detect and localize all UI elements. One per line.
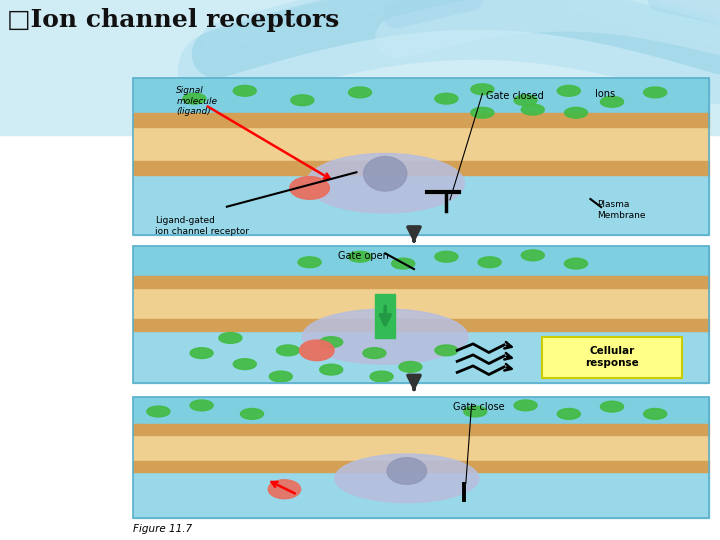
Ellipse shape	[289, 177, 330, 199]
Ellipse shape	[298, 257, 321, 268]
Ellipse shape	[219, 333, 242, 343]
Ellipse shape	[435, 251, 458, 262]
Ellipse shape	[363, 348, 386, 359]
Text: Gate open: Gate open	[338, 251, 389, 261]
Bar	[133, 127, 709, 161]
Bar	[133, 113, 709, 127]
Bar	[0, 0, 720, 135]
Ellipse shape	[644, 87, 667, 98]
Bar	[133, 78, 709, 113]
Bar	[133, 276, 709, 288]
Bar	[133, 246, 709, 383]
Text: □Ion channel receptors: □Ion channel receptors	[7, 8, 339, 32]
Ellipse shape	[147, 406, 170, 417]
Ellipse shape	[564, 258, 588, 269]
Ellipse shape	[233, 359, 256, 369]
Bar	[133, 246, 709, 276]
Text: Signal
molecule
(ligand): Signal molecule (ligand)	[176, 86, 217, 116]
Ellipse shape	[478, 257, 501, 268]
Ellipse shape	[387, 458, 426, 484]
Ellipse shape	[268, 480, 300, 499]
Text: Ligand-gated
ion channel receptor: Ligand-gated ion channel receptor	[155, 216, 249, 235]
Ellipse shape	[464, 406, 487, 417]
Ellipse shape	[557, 408, 580, 419]
Ellipse shape	[564, 107, 588, 118]
Ellipse shape	[240, 408, 264, 419]
Ellipse shape	[514, 400, 537, 411]
Ellipse shape	[320, 337, 343, 348]
Ellipse shape	[557, 85, 580, 96]
Text: Cellular
response: Cellular response	[585, 347, 639, 368]
Ellipse shape	[190, 400, 213, 411]
Ellipse shape	[600, 97, 624, 107]
Bar	[133, 423, 709, 435]
Ellipse shape	[300, 340, 334, 361]
Ellipse shape	[190, 348, 213, 359]
Ellipse shape	[233, 85, 256, 96]
Ellipse shape	[370, 371, 393, 382]
Bar	[133, 78, 709, 235]
Ellipse shape	[514, 95, 537, 106]
Bar	[133, 288, 709, 319]
Bar	[133, 319, 709, 331]
Ellipse shape	[291, 95, 314, 106]
Bar	[133, 461, 709, 472]
Bar	[133, 472, 709, 518]
Ellipse shape	[600, 401, 624, 412]
Text: Ions: Ions	[595, 89, 615, 99]
Ellipse shape	[392, 258, 415, 269]
Ellipse shape	[183, 93, 206, 104]
Text: Gate closed: Gate closed	[486, 91, 544, 101]
Bar	[133, 397, 709, 423]
Ellipse shape	[269, 371, 292, 382]
Text: Plasma
Membrane: Plasma Membrane	[598, 200, 646, 220]
Bar	[375, 294, 395, 338]
Bar	[133, 161, 709, 176]
Ellipse shape	[335, 454, 479, 503]
Ellipse shape	[320, 364, 343, 375]
Ellipse shape	[276, 345, 300, 356]
Ellipse shape	[471, 107, 494, 118]
Bar	[133, 397, 709, 518]
Ellipse shape	[435, 345, 458, 356]
Bar	[133, 435, 709, 461]
Ellipse shape	[521, 250, 544, 261]
Ellipse shape	[435, 93, 458, 104]
Text: Figure 11.7: Figure 11.7	[133, 524, 192, 534]
Text: Gate close: Gate close	[453, 402, 505, 412]
Ellipse shape	[348, 251, 372, 262]
Ellipse shape	[644, 408, 667, 419]
Ellipse shape	[521, 104, 544, 115]
Ellipse shape	[302, 309, 468, 364]
Bar	[133, 176, 709, 235]
Ellipse shape	[348, 87, 372, 98]
Bar	[133, 331, 709, 383]
Ellipse shape	[471, 84, 494, 94]
Ellipse shape	[399, 361, 422, 372]
Ellipse shape	[364, 157, 407, 191]
Ellipse shape	[306, 153, 464, 213]
FancyBboxPatch shape	[542, 337, 682, 377]
